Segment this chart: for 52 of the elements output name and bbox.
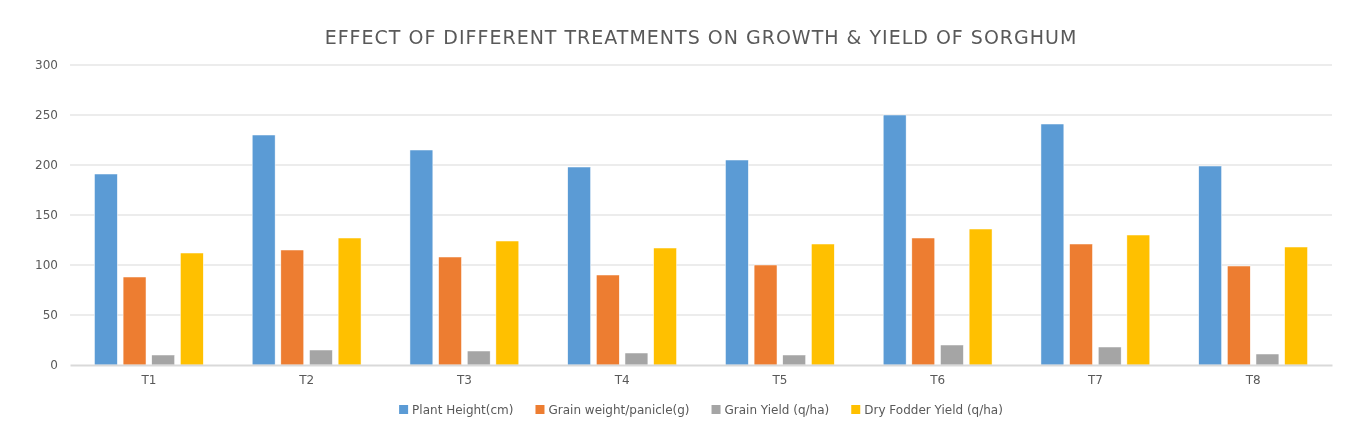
bar (567, 166, 591, 366)
bar (151, 354, 175, 366)
bar (624, 352, 649, 366)
bar (753, 264, 778, 366)
bar (911, 237, 936, 366)
bar (466, 350, 491, 366)
y-tick-label: 100 (35, 258, 58, 273)
bar (968, 228, 993, 366)
x-tick-label: T8 (1244, 372, 1261, 387)
y-tick-label: 0 (50, 358, 58, 373)
x-tick-label: T5 (771, 372, 788, 387)
x-tick-label: T2 (298, 372, 315, 387)
bar (180, 252, 204, 366)
bar (1097, 346, 1122, 366)
bar (280, 249, 305, 366)
bar (438, 256, 462, 366)
bar (251, 134, 276, 366)
bar (1198, 165, 1222, 366)
x-tick-label: T4 (613, 372, 630, 387)
x-tick-label: T6 (929, 372, 946, 387)
bar (882, 114, 907, 366)
bar (1255, 353, 1280, 366)
legend-label: Dry Fodder Yield (q/ha) (864, 403, 1003, 417)
bar (1069, 243, 1093, 366)
bar (495, 240, 520, 366)
bar (725, 159, 749, 366)
y-tick-label: 200 (35, 158, 58, 173)
x-tick-label: T3 (455, 372, 472, 387)
legend-label: Grain weight/panicle(g) (548, 403, 690, 417)
y-tick-label: 300 (35, 58, 58, 73)
y-tick-label: 250 (35, 108, 58, 123)
bar (1227, 265, 1251, 366)
x-tick-label: T7 (1086, 372, 1103, 387)
y-tick-label: 50 (42, 308, 58, 323)
legend-label: Grain Yield (q/ha) (724, 403, 830, 417)
bar (1126, 234, 1151, 366)
legend-label: Plant Height(cm) (412, 403, 514, 417)
bar (940, 344, 964, 366)
x-tick-label: T1 (140, 372, 157, 387)
bar (337, 237, 362, 366)
bar (409, 149, 434, 366)
bar (1040, 123, 1065, 366)
bar (782, 354, 806, 366)
bar (811, 243, 835, 366)
bar (1284, 246, 1308, 366)
bar (596, 274, 620, 366)
y-tick-label: 150 (35, 208, 58, 223)
bar (653, 247, 677, 366)
bar (122, 276, 147, 366)
bar (94, 173, 118, 366)
chart-title: EFFECT OF DIFFERENT TREATMENTS ON GROWTH & YIELD OF SORGHUM (324, 26, 1078, 48)
bar (309, 349, 333, 366)
